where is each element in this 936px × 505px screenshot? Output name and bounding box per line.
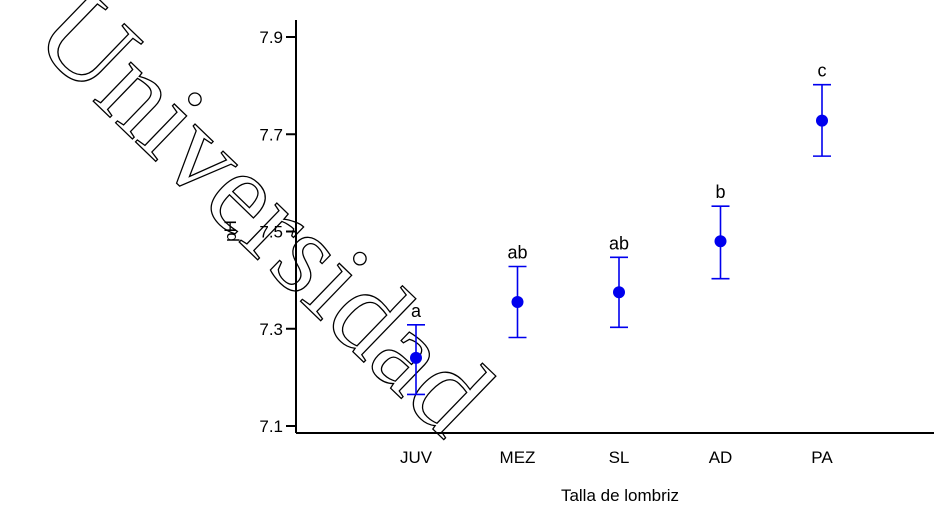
significance-label: ab bbox=[507, 243, 527, 263]
significance-label: a bbox=[411, 301, 422, 321]
data-point bbox=[816, 114, 828, 127]
x-tick-label: SL bbox=[609, 448, 630, 467]
x-tick-label: MEZ bbox=[500, 448, 536, 467]
x-tick-label: PA bbox=[811, 448, 833, 467]
y-axis-label: pH bbox=[221, 220, 240, 242]
significance-label: c bbox=[818, 61, 827, 81]
x-tick-label: JUV bbox=[400, 448, 433, 467]
y-tick-label: 7.3 bbox=[259, 320, 283, 339]
data-point bbox=[511, 296, 524, 309]
x-ticks: JUV MEZ SL AD PA bbox=[400, 448, 833, 467]
y-tick-label: 7.5 bbox=[259, 223, 283, 242]
x-axis-label: Talla de lombriz bbox=[561, 486, 679, 505]
y-tick-label: 7.1 bbox=[259, 417, 283, 436]
data-point bbox=[714, 235, 727, 248]
significance-label: b bbox=[715, 182, 725, 202]
y-tick-label: 7.7 bbox=[259, 125, 283, 144]
data-point bbox=[613, 286, 625, 299]
significance-label: ab bbox=[609, 233, 629, 253]
data-marks: a ab ab b c bbox=[407, 61, 831, 396]
data-point bbox=[410, 351, 422, 364]
y-tick-label: 7.9 bbox=[259, 28, 283, 47]
x-tick-label: AD bbox=[709, 448, 733, 467]
y-ticks: 7.1 7.3 7.5 7.7 7.9 bbox=[259, 28, 296, 436]
